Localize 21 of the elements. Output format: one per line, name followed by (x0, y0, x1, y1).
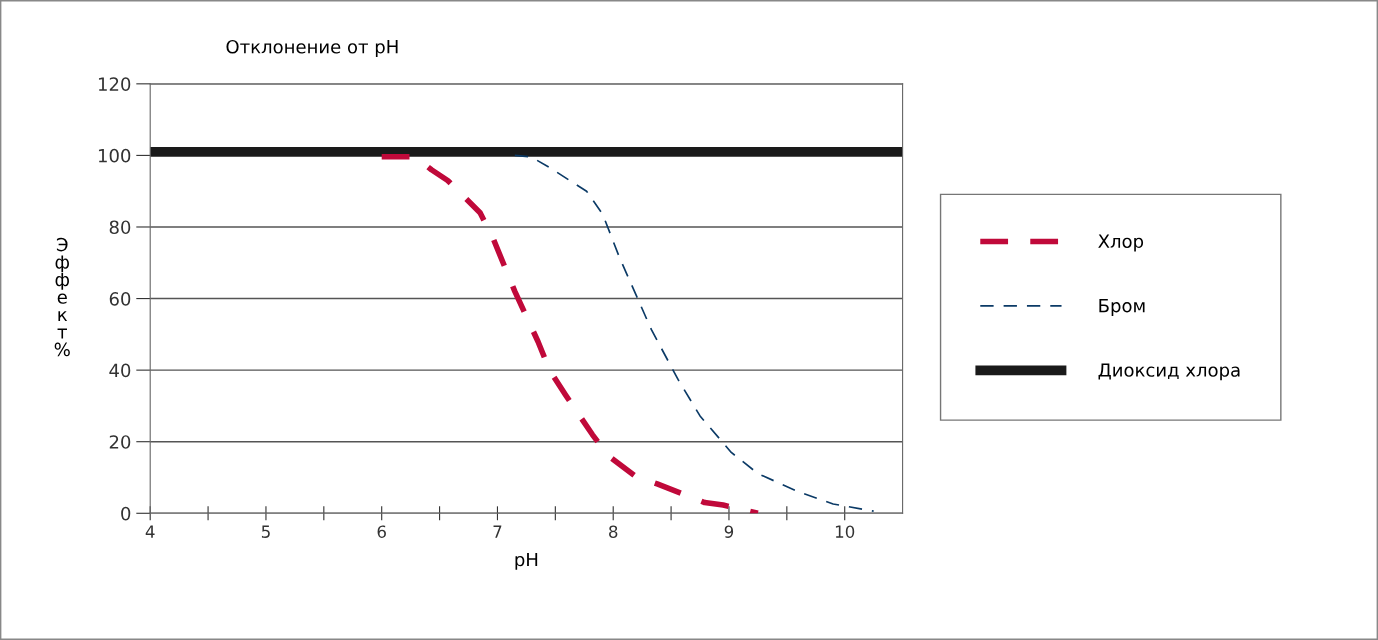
x-tick-label: 5 (261, 525, 270, 538)
legend-label: Диоксид хлора (1098, 363, 1240, 381)
y-axis-title: Эффект % (54, 237, 70, 357)
y-tick-label: 100 (98, 148, 131, 163)
legend-label: Хлор (1098, 234, 1144, 252)
x-tick-label: 6 (377, 525, 386, 538)
y-tick-label: 40 (109, 363, 131, 378)
y-tick-label: 0 (121, 506, 131, 521)
chart-title: Отклонение от pH (226, 39, 398, 58)
y-tick-label: 120 (98, 77, 131, 91)
y-tick-label: 80 (109, 220, 131, 235)
x-tick-label: 9 (724, 525, 734, 538)
x-axis-title: pH (515, 552, 538, 570)
y-tick-label: 60 (109, 292, 131, 306)
x-tick-label: 7 (493, 525, 502, 538)
x-tick-label: 8 (609, 525, 618, 538)
line-series (513, 154, 875, 512)
y-tick-label: 20 (109, 435, 131, 449)
legend-label: Бром (1099, 299, 1145, 316)
x-tick-label: 4 (145, 525, 155, 538)
x-tick-label: 10 (835, 525, 855, 538)
